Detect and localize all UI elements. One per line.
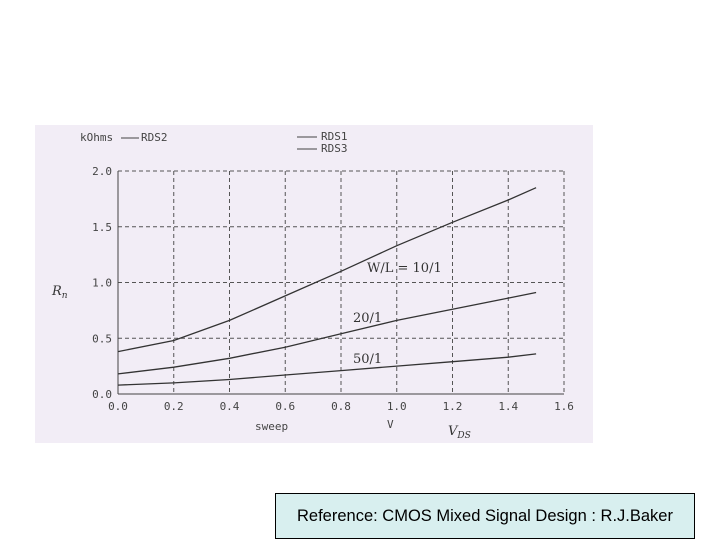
x-axis-label: sweep [255,420,288,433]
x-tick-label: 1.4 [498,400,518,413]
series-line-rds1 [117,187,537,353]
y-tick-label: 1.5 [92,221,112,234]
series-line-rds2 [117,291,537,375]
y-tick-label: 2.0 [92,165,112,178]
x-tick-label: 0.0 [108,400,128,413]
y-unit-label: kOhms [80,131,113,144]
axes [117,171,565,395]
x-tick-label: 0.8 [331,400,351,413]
tick-labels: 0.0 0.2 0.4 0.6 0.8 1.0 1.2 1.4 1.6 0.0 0.5 1.0 1.5 2… [92,165,574,413]
x-tick-label: 1.6 [554,400,574,413]
legend-label-rds1: RDS1 [321,130,348,143]
x-tick-label: 0.6 [275,400,295,413]
y-tick-label: 0.0 [92,388,112,401]
legend-label-rds2: RDS2 [141,131,168,144]
legend-label-rds3: RDS3 [321,142,348,155]
annotation-rds1: W/L = 10/1 [367,261,442,276]
x-tick-label: 0.2 [164,400,184,413]
series-line-rds3 [117,353,537,386]
x-tick-label: 1.0 [387,400,407,413]
reference-caption: Reference: CMOS Mixed Signal Design : R.… [275,493,695,539]
x-tick-label: 1.2 [443,400,463,413]
chart-panel: 0.0 0.2 0.4 0.6 0.8 1.0 1.2 1.4 1.6 0.0 0.5 1.0 1.5 2… [35,125,593,443]
y-tick-label: 1.0 [92,277,112,290]
x-axis-variable: VDS [448,424,471,441]
annotation-rds3: 50/1 [353,352,382,367]
annotation-rds2: 20/1 [353,311,382,326]
series-lines [117,187,537,386]
x-axis-unit: V [387,418,394,431]
y-tick-label: 0.5 [92,332,112,345]
x-tick-label: 0.4 [220,400,240,413]
y-axis-variable: Rn [51,284,68,301]
chart-svg: 0.0 0.2 0.4 0.6 0.8 1.0 1.2 1.4 1.6 0.0 0.5 1.0 1.5 2… [51,130,574,441]
